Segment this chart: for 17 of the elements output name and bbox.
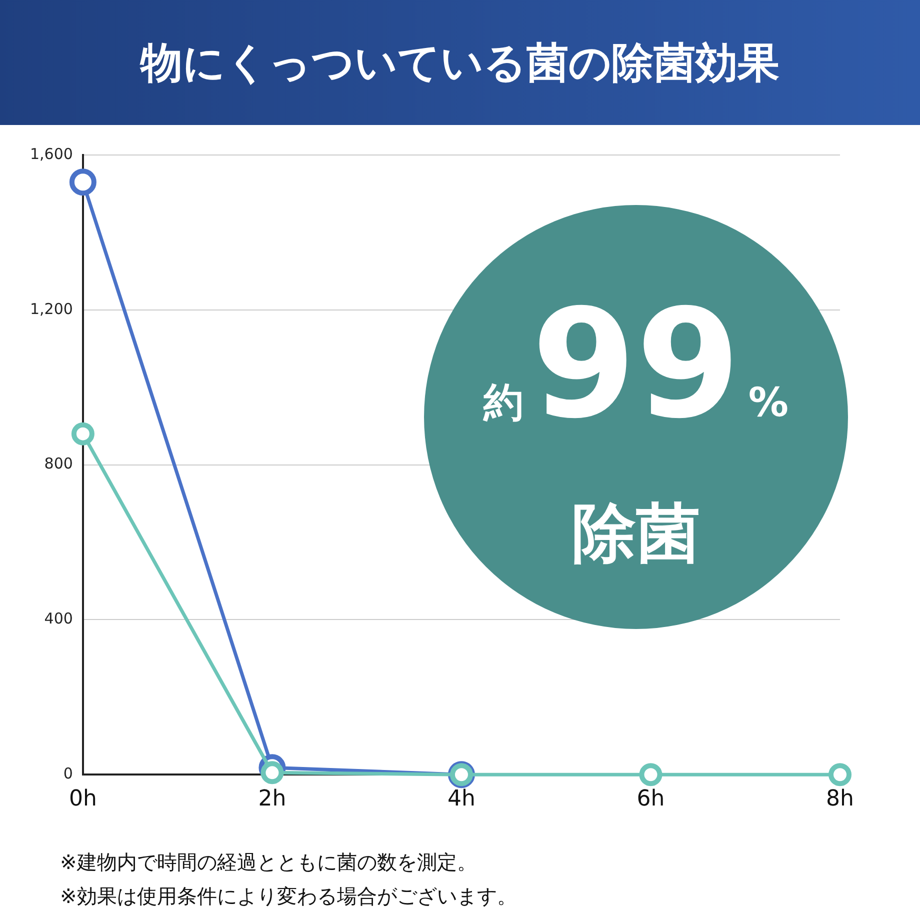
text: ※建物内で時間の経過とともに菌の数を測定。 [60,849,478,876]
x-tick-label: 2h [258,786,286,812]
y-tick-label: 800 [44,454,73,473]
chart-title: 物にくっついている菌の除菌効果 [140,36,780,88]
annotation: 約 [484,379,524,428]
y-tick-label: 0 [63,764,73,782]
x-tick-label: 8h [826,786,854,812]
y-tick-label: 1,200 [30,300,73,318]
x-tick-label: 0h [68,786,97,812]
x-tick-label: 6h [636,786,665,812]
annotation: % [748,380,788,426]
text: ※効果は使用条件により変わる場合がございます。 [60,883,517,910]
annotation: 99 [532,278,740,452]
y-tick-label: 1,600 [30,144,73,163]
annotation: 除菌 [571,496,701,573]
x-tick-label: 4h [447,786,476,812]
y-tick-label: 400 [44,610,73,628]
